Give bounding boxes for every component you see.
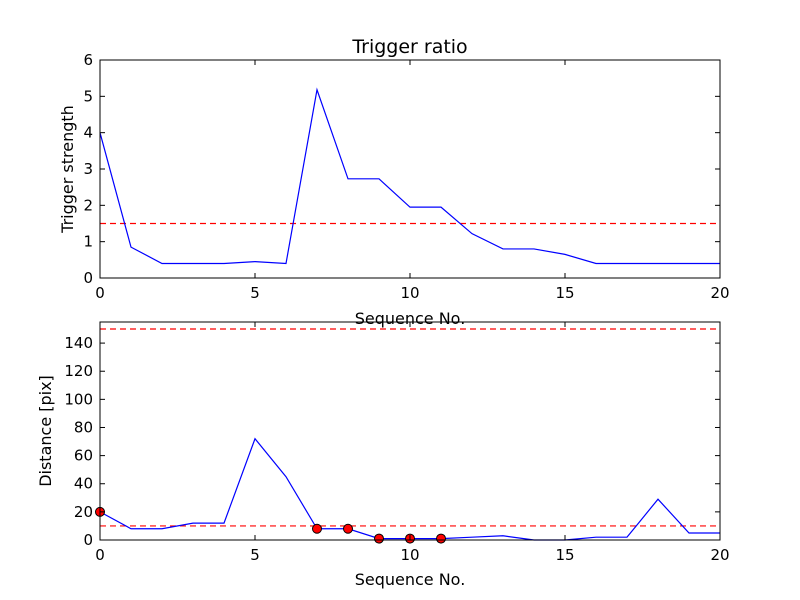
x-axis-label: Sequence No. — [355, 309, 466, 328]
series-line-0 — [99, 87, 720, 265]
axis-ticks: 0 5 10 15 20 0 20 40 60 80 100 120 140 — [64, 322, 730, 564]
y-tick-label: 0 — [83, 531, 93, 549]
x-tick-label: 0 — [95, 546, 105, 564]
x-tick-label: 15 — [555, 546, 574, 564]
chart-title: Trigger ratio — [351, 36, 467, 58]
series-lines — [99, 87, 720, 265]
y-tick-label: 140 — [64, 334, 93, 352]
y-tick-label: 0 — [83, 269, 93, 287]
y-tick-label: 80 — [74, 418, 93, 436]
x-tick-label: 0 — [95, 284, 105, 302]
y-tick-label: 120 — [64, 362, 93, 380]
x-tick-label: 20 — [710, 546, 729, 564]
data-marker — [374, 533, 384, 544]
y-axis-label: Distance [pix] — [36, 375, 55, 487]
x-tick-label: 5 — [250, 284, 260, 302]
data-marker — [312, 523, 322, 534]
y-tick-label: 20 — [74, 503, 93, 521]
y-tick-label: 4 — [83, 124, 93, 142]
data-marker — [436, 533, 446, 544]
y-axis-label: Trigger strength — [58, 105, 77, 234]
y-tick-label: 6 — [83, 51, 93, 69]
y-tick-label: 100 — [64, 390, 93, 408]
y-tick-label: 3 — [83, 160, 93, 178]
y-tick-label: 1 — [83, 233, 93, 251]
data-marker — [343, 523, 353, 534]
y-tick-label: 5 — [83, 87, 93, 105]
trigger-ratio-chart: 0 5 10 15 20 0 1 2 3 4 5 6 Trigger ratio Sequence N… — [58, 36, 730, 328]
y-tick-label: 40 — [74, 475, 93, 493]
threshold-lines — [100, 328, 720, 527]
x-tick-label: 15 — [555, 284, 574, 302]
x-tick-label: 20 — [710, 284, 729, 302]
x-tick-label: 10 — [400, 284, 419, 302]
y-tick-label: 60 — [74, 447, 93, 465]
x-tick-label: 5 — [250, 546, 260, 564]
x-tick-label: 10 — [400, 546, 419, 564]
x-axis-label: Sequence No. — [355, 570, 466, 589]
axis-ticks: 0 5 10 15 20 0 1 2 3 4 5 6 — [83, 51, 729, 302]
y-tick-label: 2 — [83, 196, 93, 214]
